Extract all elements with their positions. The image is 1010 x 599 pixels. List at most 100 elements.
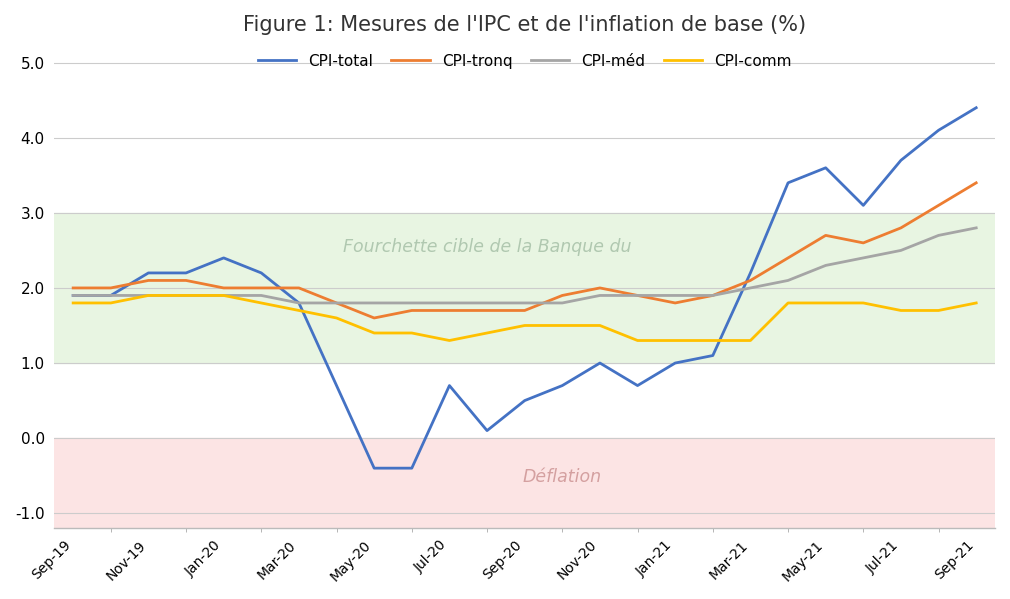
CPI-tronq: [518, 307, 530, 314]
CPI-comm: [932, 307, 944, 314]
CPI-méd: [594, 292, 606, 299]
CPI-méd: [707, 292, 719, 299]
CPI-méd: [557, 300, 569, 307]
CPI-comm: [217, 292, 229, 299]
CPI-méd: [443, 300, 456, 307]
CPI-méd: [406, 300, 418, 307]
CPI-méd: [293, 300, 305, 307]
CPI-total: [782, 179, 794, 186]
CPI-comm: [669, 337, 681, 344]
Text: Fourchette cible de la Banque du: Fourchette cible de la Banque du: [342, 238, 631, 256]
CPI-comm: [707, 337, 719, 344]
CPI-méd: [481, 300, 493, 307]
CPI-total: [669, 359, 681, 367]
CPI-tronq: [707, 292, 719, 299]
CPI-comm: [443, 337, 456, 344]
CPI-méd: [782, 277, 794, 284]
CPI-tronq: [293, 285, 305, 292]
Bar: [55, 438, 995, 528]
CPI-méd: [142, 292, 155, 299]
CPI-comm: [631, 337, 643, 344]
CPI-méd: [180, 292, 192, 299]
Line: CPI-tronq: CPI-tronq: [73, 183, 977, 318]
CPI-tronq: [669, 300, 681, 307]
CPI-tronq: [744, 277, 756, 284]
Line: CPI-total: CPI-total: [73, 108, 977, 468]
CPI-comm: [67, 300, 79, 307]
CPI-tronq: [481, 307, 493, 314]
CPI-comm: [330, 314, 342, 322]
CPI-tronq: [631, 292, 643, 299]
CPI-tronq: [256, 285, 268, 292]
CPI-tronq: [105, 285, 117, 292]
CPI-tronq: [443, 307, 456, 314]
CPI-tronq: [368, 314, 380, 322]
CPI-comm: [895, 307, 907, 314]
CPI-total: [330, 382, 342, 389]
CPI-méd: [217, 292, 229, 299]
CPI-comm: [557, 322, 569, 329]
CPI-tronq: [330, 300, 342, 307]
CPI-total: [895, 157, 907, 164]
CPI-total: [368, 465, 380, 472]
CPI-tronq: [932, 202, 944, 209]
CPI-tronq: [180, 277, 192, 284]
CPI-méd: [631, 292, 643, 299]
CPI-total: [406, 465, 418, 472]
CPI-tronq: [594, 285, 606, 292]
Legend: CPI-total, CPI-tronq, CPI-méd, CPI-comm: CPI-total, CPI-tronq, CPI-méd, CPI-comm: [251, 48, 798, 75]
CPI-méd: [857, 255, 870, 262]
CPI-total: [105, 292, 117, 299]
CPI-tronq: [67, 285, 79, 292]
CPI-méd: [368, 300, 380, 307]
CPI-méd: [669, 292, 681, 299]
CPI-tronq: [971, 179, 983, 186]
CPI-comm: [782, 300, 794, 307]
CPI-comm: [594, 322, 606, 329]
CPI-méd: [932, 232, 944, 239]
CPI-total: [971, 104, 983, 111]
CPI-méd: [256, 292, 268, 299]
CPI-total: [820, 164, 832, 171]
CPI-comm: [518, 322, 530, 329]
CPI-total: [707, 352, 719, 359]
CPI-total: [293, 300, 305, 307]
CPI-total: [857, 202, 870, 209]
CPI-méd: [67, 292, 79, 299]
CPI-total: [256, 270, 268, 277]
CPI-tronq: [857, 239, 870, 246]
CPI-méd: [105, 292, 117, 299]
CPI-comm: [744, 337, 756, 344]
CPI-méd: [895, 247, 907, 254]
CPI-méd: [518, 300, 530, 307]
Title: Figure 1: Mesures de l'IPC et de l'inflation de base (%): Figure 1: Mesures de l'IPC et de l'infla…: [243, 15, 806, 35]
CPI-tronq: [782, 255, 794, 262]
CPI-comm: [368, 329, 380, 337]
CPI-total: [557, 382, 569, 389]
CPI-méd: [744, 285, 756, 292]
CPI-tronq: [217, 285, 229, 292]
CPI-tronq: [895, 224, 907, 231]
CPI-méd: [820, 262, 832, 269]
CPI-total: [594, 359, 606, 367]
CPI-total: [217, 255, 229, 262]
CPI-comm: [971, 300, 983, 307]
CPI-total: [518, 397, 530, 404]
CPI-comm: [481, 329, 493, 337]
CPI-tronq: [406, 307, 418, 314]
CPI-total: [180, 270, 192, 277]
CPI-comm: [256, 300, 268, 307]
CPI-comm: [180, 292, 192, 299]
CPI-tronq: [142, 277, 155, 284]
CPI-méd: [971, 224, 983, 231]
CPI-total: [932, 126, 944, 134]
CPI-comm: [293, 307, 305, 314]
Text: Déflation: Déflation: [523, 468, 602, 486]
CPI-comm: [142, 292, 155, 299]
CPI-comm: [105, 300, 117, 307]
CPI-tronq: [557, 292, 569, 299]
Bar: [55, 213, 995, 363]
CPI-total: [481, 427, 493, 434]
Line: CPI-comm: CPI-comm: [73, 295, 977, 340]
CPI-comm: [406, 329, 418, 337]
